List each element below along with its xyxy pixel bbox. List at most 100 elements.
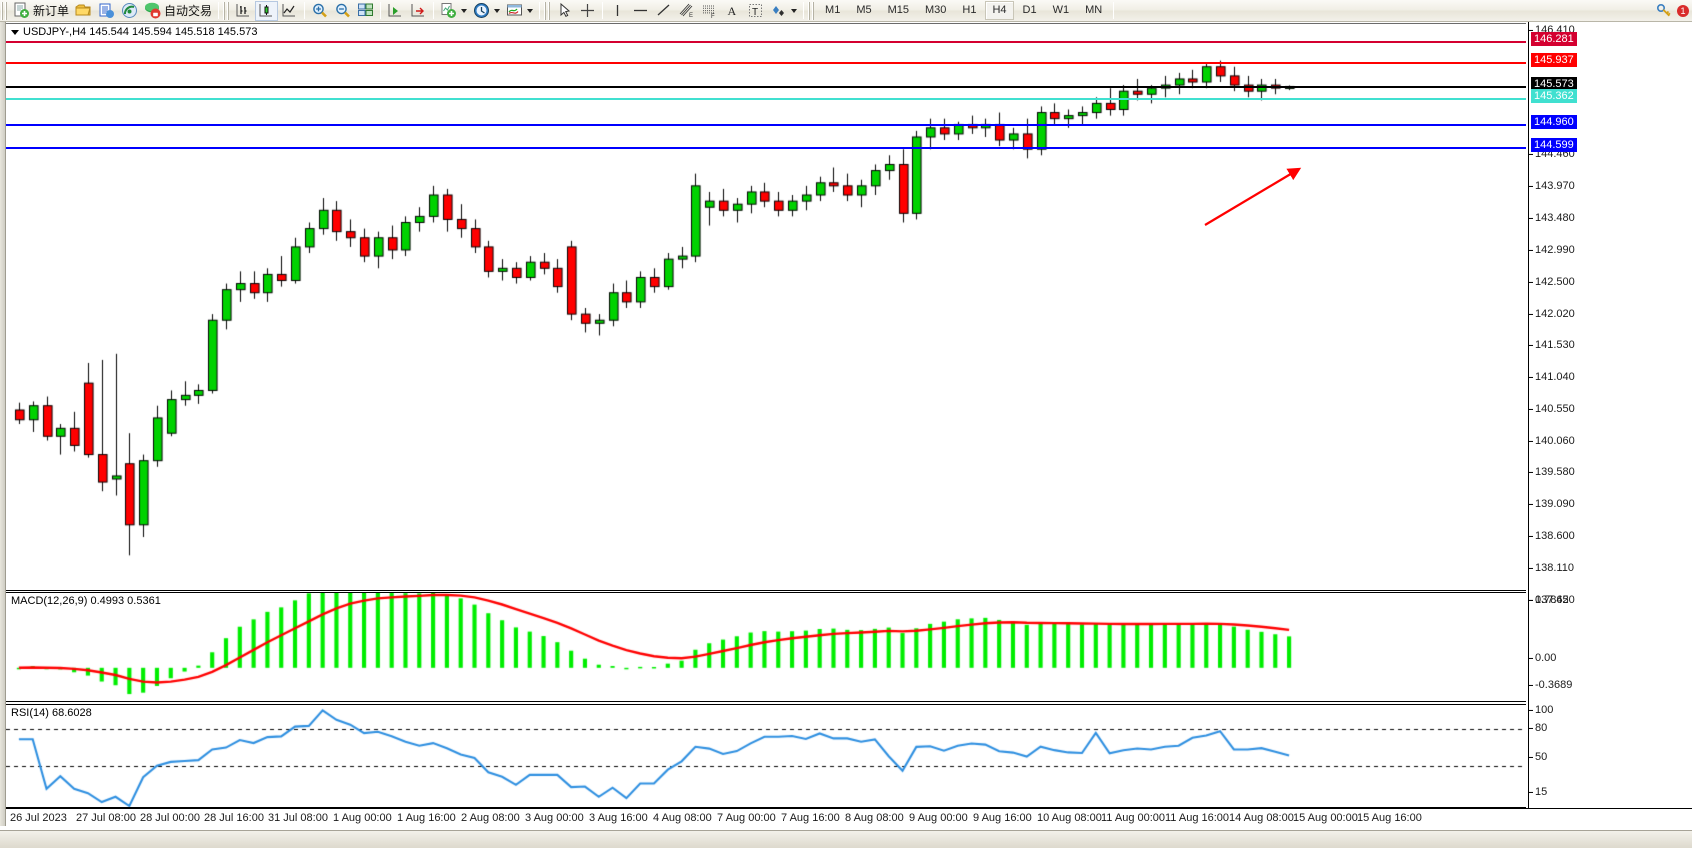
price-tick: 140.550 [1529,403,1575,415]
toolbar-right-group: 1 [1656,2,1692,19]
price-tick: 143.480 [1529,212,1575,224]
crosshair-button[interactable] [576,1,599,21]
price-tick: 138.600 [1529,530,1575,542]
timeframe-d1[interactable]: D1 [1022,4,1037,16]
price-axis[interactable]: 146.410 143.970 143.480 142.990 142.500 142.0… [1528,22,1692,808]
tile-windows-button[interactable] [354,1,377,21]
chart-shift-icon [410,2,427,19]
toolbar-separator-8 [1113,2,1115,19]
shapes-icon [770,2,787,19]
zoom-out-button[interactable] [331,1,354,21]
zoom-out-icon [334,2,351,19]
macd-pane-inner [6,593,1526,701]
cursor-icon [556,2,573,19]
line-chart-button[interactable] [278,1,301,21]
macd-tick: 0.7845 [1529,594,1569,606]
price-pane[interactable]: USDJPY-,H4 145.544 145.594 145.518 145.5… [6,23,1526,591]
vertical-scrollbar[interactable] [0,22,6,826]
svg-text:E: E [689,13,693,19]
price-level-line[interactable] [6,147,1526,149]
text-label-button[interactable]: T [744,1,767,21]
time-axis-label: 26 Jul 2023 [10,812,67,824]
equidistant-channel-button[interactable]: E [675,1,698,21]
candlestick-button[interactable] [255,0,279,21]
price-level-tag[interactable]: 144.599 [1531,138,1577,152]
trendline-button[interactable] [652,1,675,21]
auto-scroll-button[interactable] [384,1,407,21]
price-tick: 142.990 [1529,244,1575,256]
text-label-icon: T [747,2,764,19]
price-level-line[interactable] [6,98,1526,100]
vertical-line-button[interactable] [606,1,629,21]
horizontal-scrollbar[interactable] [0,830,1692,848]
key-icon[interactable] [1656,2,1673,19]
time-axis-label: 11 Aug 00:00 [1101,812,1166,824]
chevron-down-icon[interactable] [11,29,19,35]
bar-chart-icon [235,2,252,19]
trendline-icon [655,2,672,19]
price-level-tag[interactable]: 145.362 [1531,89,1577,103]
timeframe-m30[interactable]: M30 [925,4,947,16]
chevron-down-icon[interactable] [527,8,534,13]
auto-trade-label: 自动交易 [164,4,213,18]
folder-button[interactable] [72,1,95,21]
indicators-button[interactable] [437,1,470,21]
timeframe-w1[interactable]: W1 [1052,4,1070,16]
rsi-tick: 100 [1529,704,1553,716]
rsi-tick: 15 [1529,786,1547,798]
timeframe-m5[interactable]: M5 [856,4,872,16]
toolbar-separator-6 [602,2,604,19]
price-level-line[interactable] [6,41,1526,43]
price-level-line[interactable] [6,62,1526,64]
shapes-button[interactable] [767,1,800,21]
svg-text:F: F [711,14,715,19]
time-axis[interactable]: 26 Jul 2023 27 Jul 08:00 28 Jul 00:00 28 Ju… [6,808,1692,830]
macd-tick: 0.00 [1529,652,1556,664]
toolbar-grip[interactable] [1,1,8,20]
new-order-button[interactable]: 新订单 [10,1,72,21]
chart-shift-button[interactable] [407,1,430,21]
price-level-tag[interactable]: 145.937 [1531,53,1577,67]
time-axis-label: 27 Jul 08:00 [76,812,136,824]
price-level-tag[interactable]: 146.281 [1531,32,1577,46]
candlestick-icon [258,2,275,19]
auto-trade-button[interactable]: 自动交易 [141,1,215,21]
chevron-down-icon[interactable] [494,8,501,13]
toolbar-separator-2 [304,2,306,19]
toolbar-grip-3[interactable] [544,1,552,20]
data-window-button[interactable] [95,1,118,21]
macd-pane[interactable]: MACD(12,26,9) 0.4993 0.5361 [6,592,1526,702]
price-level-line[interactable] [6,124,1526,126]
horizontal-line-icon [632,2,649,19]
period-button[interactable] [470,1,503,21]
chevron-down-icon[interactable] [791,8,798,13]
timeframe-h1[interactable]: H1 [962,4,977,16]
zoom-in-button[interactable] [308,1,331,21]
toolbar-grip-4[interactable] [808,1,816,20]
fibonacci-icon: F [701,2,718,20]
timeframe-m15[interactable]: M15 [887,4,909,16]
price-tick: 139.580 [1529,466,1575,478]
timeframe-h4[interactable]: H4 [985,1,1014,20]
new-order-icon [13,2,30,19]
toolbar-grip-2[interactable] [223,1,231,20]
notification-badge[interactable]: 1 [1677,4,1689,17]
horizontal-line-button[interactable] [629,1,652,21]
toolbar-separator-5 [539,2,541,19]
price-level-line[interactable] [6,86,1526,88]
text-button[interactable]: A [721,1,744,21]
timeframe-mn[interactable]: MN [1085,4,1103,16]
price-level-tag[interactable]: 144.960 [1531,115,1577,129]
price-level-tag[interactable]: 145.573 [1531,77,1577,91]
templates-button[interactable] [503,1,536,21]
cursor-button[interactable] [553,1,576,21]
period-icon [473,2,490,19]
navigator-button[interactable] [118,1,141,21]
chevron-down-icon[interactable] [461,8,468,13]
fibonacci-button[interactable]: F [698,1,721,21]
bar-chart-button[interactable] [232,1,255,21]
indicator-add-icon [440,2,457,19]
rsi-pane[interactable]: RSI(14) 68.6028 [6,704,1526,808]
timeframe-m1[interactable]: M1 [825,4,841,16]
